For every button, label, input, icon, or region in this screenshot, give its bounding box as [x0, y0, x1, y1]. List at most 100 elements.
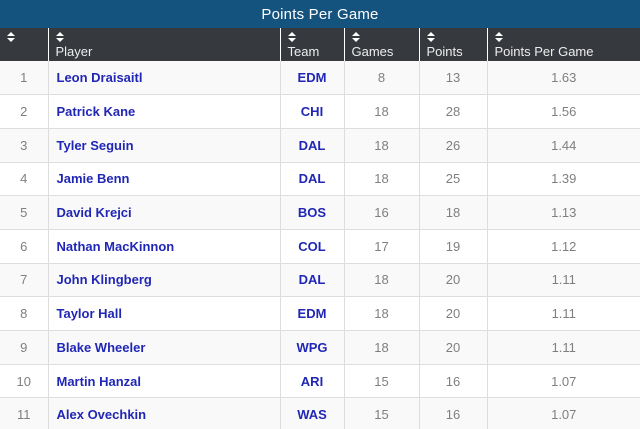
cell-rank: 3 [0, 128, 48, 163]
team-link[interactable]: DAL [279, 128, 344, 163]
table-row: 7 John Klingberg DAL 18 20 1.11 [0, 263, 640, 298]
player-link[interactable]: Nathan MacKinnon [47, 229, 280, 264]
cell-ppg: 1.07 [486, 397, 640, 429]
cell-points: 16 [418, 397, 487, 429]
cell-ppg: 1.13 [486, 195, 640, 230]
team-link[interactable]: DAL [279, 162, 344, 197]
cell-games: 16 [343, 195, 419, 230]
cell-games: 18 [343, 162, 419, 197]
cell-points: 20 [418, 296, 487, 331]
table-row: 1 Leon Draisaitl EDM 8 13 1.63 [0, 61, 640, 96]
column-header-label: Player [55, 44, 93, 59]
column-header-label: Points Per Game [494, 44, 594, 59]
team-link[interactable]: CHI [279, 94, 344, 129]
column-header-player[interactable]: Player [47, 28, 280, 61]
sort-icon [426, 31, 435, 42]
player-link[interactable]: David Krejci [47, 195, 280, 230]
cell-rank: 11 [0, 397, 48, 429]
cell-rank: 4 [0, 162, 48, 197]
cell-games: 18 [343, 330, 419, 365]
team-link[interactable]: ARI [279, 364, 344, 399]
cell-ppg: 1.11 [486, 296, 640, 331]
team-link[interactable]: DAL [279, 263, 344, 298]
player-link[interactable]: Tyler Seguin [47, 128, 280, 163]
cell-points: 16 [418, 364, 487, 399]
table-row: 9 Blake Wheeler WPG 18 20 1.11 [0, 330, 640, 365]
column-header-label: Games [351, 44, 394, 59]
cell-points: 13 [418, 61, 487, 96]
cell-rank: 5 [0, 195, 48, 230]
cell-points: 25 [418, 162, 487, 197]
stats-table: Player Team Games [0, 28, 640, 429]
column-header-label: Points [426, 44, 463, 59]
player-link[interactable]: Alex Ovechkin [47, 397, 280, 429]
cell-rank: 1 [0, 61, 48, 96]
sort-icon [55, 31, 64, 42]
cell-ppg: 1.39 [486, 162, 640, 197]
cell-ppg: 1.11 [486, 330, 640, 365]
cell-points: 19 [418, 229, 487, 264]
team-link[interactable]: WAS [279, 397, 344, 429]
table-row: 2 Patrick Kane CHI 18 28 1.56 [0, 94, 640, 129]
cell-rank: 8 [0, 296, 48, 331]
cell-games: 18 [343, 94, 419, 129]
player-link[interactable]: Jamie Benn [47, 162, 280, 197]
team-link[interactable]: EDM [279, 61, 344, 96]
column-header-points[interactable]: Points [418, 28, 487, 61]
cell-rank: 7 [0, 263, 48, 298]
player-link[interactable]: John Klingberg [47, 263, 280, 298]
team-link[interactable]: COL [279, 229, 344, 264]
cell-games: 17 [343, 229, 419, 264]
cell-ppg: 1.56 [486, 94, 640, 129]
cell-games: 8 [343, 61, 419, 96]
cell-games: 18 [343, 128, 419, 163]
cell-ppg: 1.07 [486, 364, 640, 399]
cell-rank: 6 [0, 229, 48, 264]
table-row: 5 David Krejci BOS 16 18 1.13 [0, 195, 640, 230]
column-header-games[interactable]: Games [343, 28, 419, 61]
cell-rank: 9 [0, 330, 48, 365]
player-link[interactable]: Leon Draisaitl [47, 61, 280, 96]
table-header: Player Team Games [0, 28, 640, 61]
cell-ppg: 1.12 [486, 229, 640, 264]
cell-points: 26 [418, 128, 487, 163]
column-header-team[interactable]: Team [279, 28, 344, 61]
player-link[interactable]: Blake Wheeler [47, 330, 280, 365]
sort-icon [287, 31, 296, 42]
sort-icon [351, 31, 360, 42]
table-row: 10 Martin Hanzal ARI 15 16 1.07 [0, 364, 640, 399]
player-link[interactable]: Martin Hanzal [47, 364, 280, 399]
team-link[interactable]: BOS [279, 195, 344, 230]
team-link[interactable]: WPG [279, 330, 344, 365]
cell-ppg: 1.63 [486, 61, 640, 96]
sort-icon [7, 31, 15, 42]
player-link[interactable]: Taylor Hall [47, 296, 280, 331]
cell-points: 20 [418, 263, 487, 298]
cell-points: 20 [418, 330, 487, 365]
team-link[interactable]: EDM [279, 296, 344, 331]
table-row: 11 Alex Ovechkin WAS 15 16 1.07 [0, 397, 640, 429]
cell-games: 18 [343, 296, 419, 331]
cell-games: 15 [343, 397, 419, 429]
panel-title-bar: Points Per Game [0, 0, 640, 28]
cell-rank: 2 [0, 94, 48, 129]
cell-games: 15 [343, 364, 419, 399]
table-row: 4 Jamie Benn DAL 18 25 1.39 [0, 162, 640, 197]
table-row: 3 Tyler Seguin DAL 18 26 1.44 [0, 128, 640, 163]
cell-ppg: 1.11 [486, 263, 640, 298]
column-header-label: Team [287, 44, 320, 59]
panel-title: Points Per Game [261, 5, 379, 23]
cell-points: 28 [418, 94, 487, 129]
column-header-ppg[interactable]: Points Per Game [486, 28, 640, 61]
cell-ppg: 1.44 [486, 128, 640, 163]
cell-rank: 10 [0, 364, 48, 399]
sort-icon [494, 31, 503, 42]
table-row: 8 Taylor Hall EDM 18 20 1.11 [0, 296, 640, 331]
cell-games: 18 [343, 263, 419, 298]
table-body: 1 Leon Draisaitl EDM 8 13 1.63 2 Patrick Kane CH… [0, 61, 640, 429]
column-header-rank[interactable] [0, 28, 48, 61]
player-link[interactable]: Patrick Kane [47, 94, 280, 129]
table-row: 6 Nathan MacKinnon COL 17 19 1.12 [0, 229, 640, 264]
cell-points: 18 [418, 195, 487, 230]
